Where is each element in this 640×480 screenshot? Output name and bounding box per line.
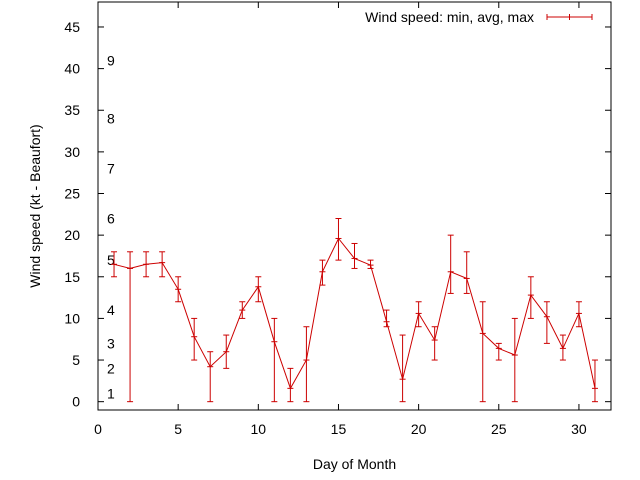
beaufort-label: 3 [107,335,115,351]
y-tick-label: 10 [64,310,80,326]
data-point [159,251,166,278]
y-tick-label: 5 [72,352,80,368]
data-point [591,359,598,403]
beaufort-scale-labels: 1 2 3 4 5 6 7 8 9 [107,52,115,401]
x-tick-label: 25 [491,421,507,437]
beaufort-label: 6 [107,210,115,226]
data-point [367,259,374,269]
y-tick-label: 45 [64,19,80,35]
y-axis-label: Wind speed (kt - Beaufort) [27,124,43,287]
beaufort-label: 5 [107,252,115,268]
beaufort-label: 2 [107,360,115,376]
legend-label: Wind speed: min, avg, max [365,9,534,25]
legend: Wind speed: min, avg, max [365,9,593,25]
x-axis-ticks: 0 5 10 15 20 25 30 [94,2,587,437]
y-tick-label: 35 [64,102,80,118]
data-point [271,317,278,403]
beaufort-label: 1 [107,385,115,401]
y-tick-label: 15 [64,269,80,285]
x-tick-label: 5 [174,421,182,437]
y-tick-label: 0 [72,394,80,410]
beaufort-label: 4 [107,302,115,318]
x-tick-label: 15 [331,421,347,437]
plot-frame [97,1,612,411]
data-point [511,317,518,403]
beaufort-label: 7 [107,161,115,177]
data-point [543,301,550,344]
y-tick-label: 25 [64,186,80,202]
data-point [399,334,406,403]
beaufort-label: 8 [107,111,115,127]
x-tick-label: 30 [571,421,587,437]
avg-line [113,237,596,390]
data-point [191,317,198,361]
x-tick-label: 20 [411,421,427,437]
y-tick-label: 30 [64,144,80,160]
x-axis-label: Day of Month [313,456,396,472]
data-point [479,301,486,403]
x-tick-label: 10 [251,421,267,437]
plot-border [97,1,612,411]
series-line [113,237,596,390]
y-tick-label: 20 [64,227,80,243]
y-tick-label: 40 [64,61,80,77]
data-point [447,234,454,294]
data-point [207,351,214,403]
error-bars [111,217,598,403]
data-point [127,251,134,403]
data-point [431,326,438,361]
beaufort-label: 9 [107,52,115,68]
x-tick-label: 0 [94,421,102,437]
